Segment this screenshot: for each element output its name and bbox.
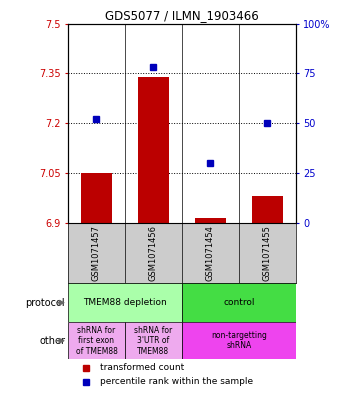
- Text: control: control: [223, 298, 255, 307]
- Bar: [68, 283, 182, 322]
- Bar: [252, 196, 283, 223]
- Bar: [81, 173, 112, 223]
- Text: GSM1071454: GSM1071454: [206, 225, 215, 281]
- Bar: [138, 77, 169, 223]
- Text: TMEM88 depletion: TMEM88 depletion: [83, 298, 167, 307]
- Text: GSM1071456: GSM1071456: [149, 225, 158, 281]
- Text: other: other: [39, 336, 65, 346]
- Bar: [68, 322, 125, 359]
- Text: transformed count: transformed count: [100, 363, 184, 372]
- Bar: [125, 322, 182, 359]
- Text: shRNA for
3'UTR of
TMEM88: shRNA for 3'UTR of TMEM88: [134, 326, 172, 356]
- Bar: [182, 283, 296, 322]
- Text: GSM1071457: GSM1071457: [92, 225, 101, 281]
- Text: shRNA for
first exon
of TMEM88: shRNA for first exon of TMEM88: [75, 326, 117, 356]
- Bar: [195, 218, 226, 223]
- Text: GSM1071455: GSM1071455: [263, 225, 272, 281]
- Text: non-targetting
shRNA: non-targetting shRNA: [211, 331, 267, 351]
- Text: protocol: protocol: [26, 298, 65, 308]
- Bar: [182, 322, 296, 359]
- Text: percentile rank within the sample: percentile rank within the sample: [100, 377, 253, 386]
- Title: GDS5077 / ILMN_1903466: GDS5077 / ILMN_1903466: [105, 9, 259, 22]
